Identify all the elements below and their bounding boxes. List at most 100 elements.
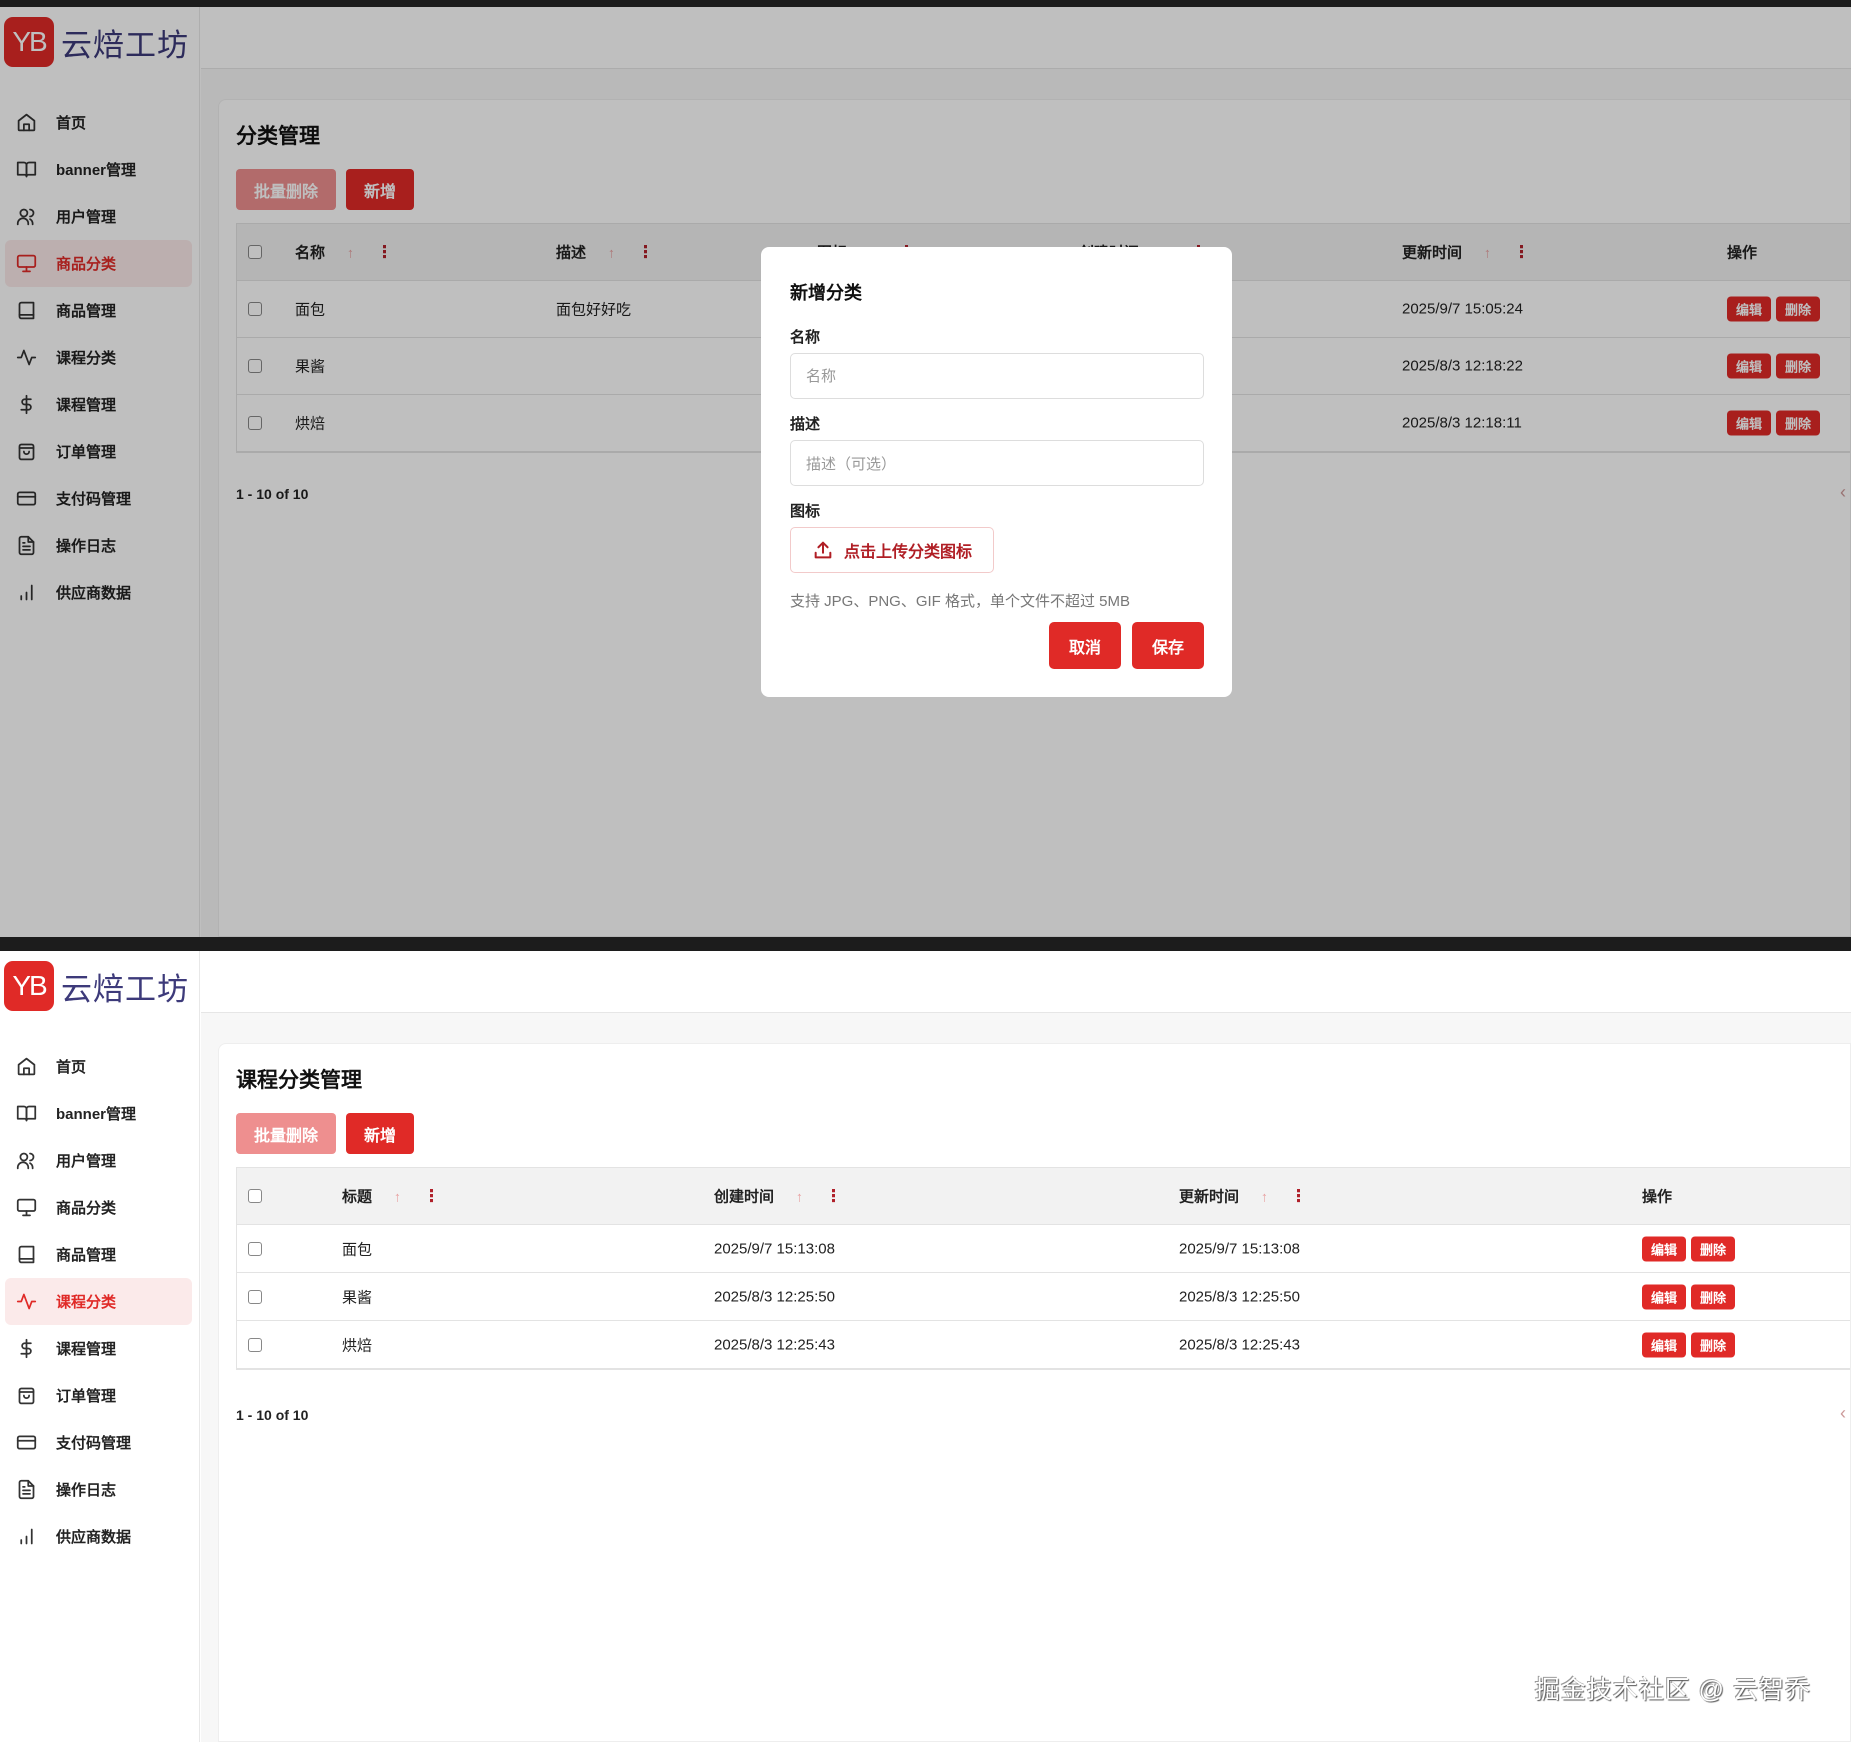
monitor-icon [16, 254, 37, 273]
row-checkbox[interactable] [248, 1289, 262, 1304]
batch-delete-button[interactable]: 批量删除 [236, 1113, 336, 1154]
name-input[interactable] [790, 353, 1204, 399]
sidebar-item-10[interactable]: 供应商数据 [5, 1513, 192, 1560]
row-checkbox[interactable] [248, 302, 262, 316]
column-header [248, 1189, 262, 1203]
row-checkbox[interactable] [248, 1241, 262, 1256]
sidebar-item-9[interactable]: 操作日志 [5, 522, 192, 569]
sidebar-item-2[interactable]: 用户管理 [5, 193, 192, 240]
edit-button[interactable]: 编辑 [1727, 353, 1772, 379]
sidebar-item-6[interactable]: 课程管理 [5, 1325, 192, 1372]
home-icon [17, 113, 36, 132]
column-header[interactable]: 创建时间 ↑ ⋮ [714, 1186, 842, 1207]
select-all-checkbox[interactable] [248, 1189, 262, 1203]
delete-button[interactable]: 删除 [1776, 296, 1821, 322]
sidebar-item-8[interactable]: 支付码管理 [5, 475, 192, 522]
row-checkbox[interactable] [248, 416, 262, 430]
add-button[interactable]: 新增 [346, 169, 414, 210]
row-checkbox-cell [248, 359, 262, 373]
content-card: 课程分类管理 批量删除 新增 标题 ↑ ⋮ 创建时间 ↑ ⋮ 更新时间 ↑ ⋮ 操作 面包 2025/9/7… [218, 1043, 1851, 1742]
column-header-label: 描述 [556, 244, 587, 262]
sidebar-item-3[interactable]: 商品分类 [5, 240, 192, 287]
column-header[interactable]: 名称 ↑ ⋮ [295, 242, 393, 263]
name-cell: 烘焙 [295, 415, 326, 433]
delete-button[interactable]: 删除 [1691, 1236, 1736, 1261]
table-row: 面包 2025/9/7 15:13:08 2025/9/7 15:13:08 编辑 删除 [237, 1225, 1850, 1273]
sidebar-item-5[interactable]: 课程分类 [5, 334, 192, 381]
add-button[interactable]: 新增 [346, 1113, 414, 1154]
sidebar-item-2[interactable]: 用户管理 [5, 1137, 192, 1184]
delete-button[interactable]: 删除 [1776, 410, 1821, 436]
title-cell: 面包 [342, 1241, 373, 1258]
sort-arrow-up-icon[interactable]: ↑ [1484, 244, 1492, 260]
sidebar-item-5[interactable]: 课程分类 [5, 1278, 192, 1325]
sidebar-item-4[interactable]: 商品管理 [5, 287, 192, 334]
updated-time-cell: 2025/9/7 15:13:08 [1179, 1240, 1300, 1257]
logo[interactable]: YB 云焙工坊 [4, 17, 189, 67]
upload-icon-button[interactable]: 点击上传分类图标 [790, 527, 994, 573]
sidebar-item-1[interactable]: banner管理 [5, 1090, 192, 1137]
sort-arrow-up-icon[interactable]: ↑ [1261, 1188, 1269, 1204]
edit-button[interactable]: 编辑 [1642, 1332, 1687, 1357]
pagination-prev-icon[interactable]: ‹ [1840, 1403, 1846, 1423]
sidebar-item-9[interactable]: 操作日志 [5, 1466, 192, 1513]
upload-label: 点击上传分类图标 [843, 544, 972, 561]
cancel-button[interactable]: 取消 [1049, 622, 1121, 669]
sort-arrow-up-icon[interactable]: ↑ [608, 244, 616, 260]
updated-time-cell: 2025/8/3 12:18:11 [1402, 414, 1522, 432]
sidebar-item-8[interactable]: 支付码管理 [5, 1419, 192, 1466]
page-title: 课程分类管理 [236, 1069, 362, 1092]
column-menu-icon[interactable]: ⋮ [825, 1186, 843, 1205]
row-checkbox[interactable] [248, 1337, 262, 1352]
sidebar-item-label: 课程管理 [56, 1341, 117, 1358]
sidebar-item-7[interactable]: 订单管理 [5, 428, 192, 475]
sort-arrow-up-icon[interactable]: ↑ [394, 1188, 402, 1204]
row-checkbox[interactable] [248, 359, 262, 373]
dialog-title: 新增分类 [790, 283, 862, 303]
sidebar-item-7[interactable]: 订单管理 [5, 1372, 192, 1419]
sidebar-item-1[interactable]: banner管理 [5, 146, 192, 193]
column-menu-icon[interactable]: ⋮ [1513, 242, 1531, 261]
sidebar-item-label: banner管理 [56, 162, 137, 179]
save-button[interactable]: 保存 [1132, 622, 1204, 669]
column-header[interactable]: 标题 ↑ ⋮ [342, 1186, 440, 1207]
column-header-label: 更新时间 [1402, 244, 1463, 262]
column-menu-icon[interactable]: ⋮ [376, 242, 394, 261]
column-menu-icon[interactable]: ⋮ [423, 1186, 441, 1205]
edit-button[interactable]: 编辑 [1727, 410, 1772, 436]
edit-button[interactable]: 编辑 [1727, 296, 1772, 322]
edit-button[interactable]: 编辑 [1642, 1284, 1687, 1309]
select-all-checkbox[interactable] [248, 245, 262, 259]
sidebar-item-0[interactable]: 首页 [5, 1043, 192, 1090]
delete-button[interactable]: 删除 [1691, 1332, 1736, 1357]
row-actions: 编辑 删除 [1727, 296, 1825, 322]
sidebar-item-4[interactable]: 商品管理 [5, 1231, 192, 1278]
pagination-prev-icon[interactable]: ‹ [1840, 482, 1846, 502]
column-header[interactable]: 描述 ↑ ⋮ [556, 242, 654, 263]
book-open-icon [16, 161, 37, 178]
sort-arrow-up-icon[interactable]: ↑ [347, 244, 355, 260]
sidebar-item-label: banner管理 [56, 1106, 137, 1123]
sidebar-item-3[interactable]: 商品分类 [5, 1184, 192, 1231]
delete-button[interactable]: 删除 [1776, 353, 1821, 379]
watermark: 掘金技术社区 @ 云智乔 [1534, 1676, 1811, 1704]
column-header: 操作 [1727, 242, 1757, 263]
column-header[interactable]: 更新时间 ↑ ⋮ [1179, 1186, 1307, 1207]
edit-button[interactable]: 编辑 [1642, 1236, 1687, 1261]
row-actions: 编辑 删除 [1727, 410, 1825, 436]
logo[interactable]: YB 云焙工坊 [4, 961, 189, 1011]
description-input[interactable] [790, 440, 1204, 486]
sidebar-item-10[interactable]: 供应商数据 [5, 569, 192, 616]
sidebar-item-6[interactable]: 课程管理 [5, 381, 192, 428]
monitor-icon [16, 1198, 37, 1217]
sidebar-item-0[interactable]: 首页 [5, 99, 192, 146]
sort-arrow-up-icon[interactable]: ↑ [796, 1188, 804, 1204]
created-time-cell: 2025/9/7 15:13:08 [714, 1240, 835, 1257]
column-menu-icon[interactable]: ⋮ [637, 242, 655, 261]
batch-delete-button[interactable]: 批量删除 [236, 169, 336, 210]
file-text-icon [18, 535, 35, 556]
column-header[interactable]: 更新时间 ↑ ⋮ [1402, 242, 1530, 263]
column-menu-icon[interactable]: ⋮ [1290, 1186, 1308, 1205]
row-checkbox-cell [248, 1337, 262, 1352]
delete-button[interactable]: 删除 [1691, 1284, 1736, 1309]
